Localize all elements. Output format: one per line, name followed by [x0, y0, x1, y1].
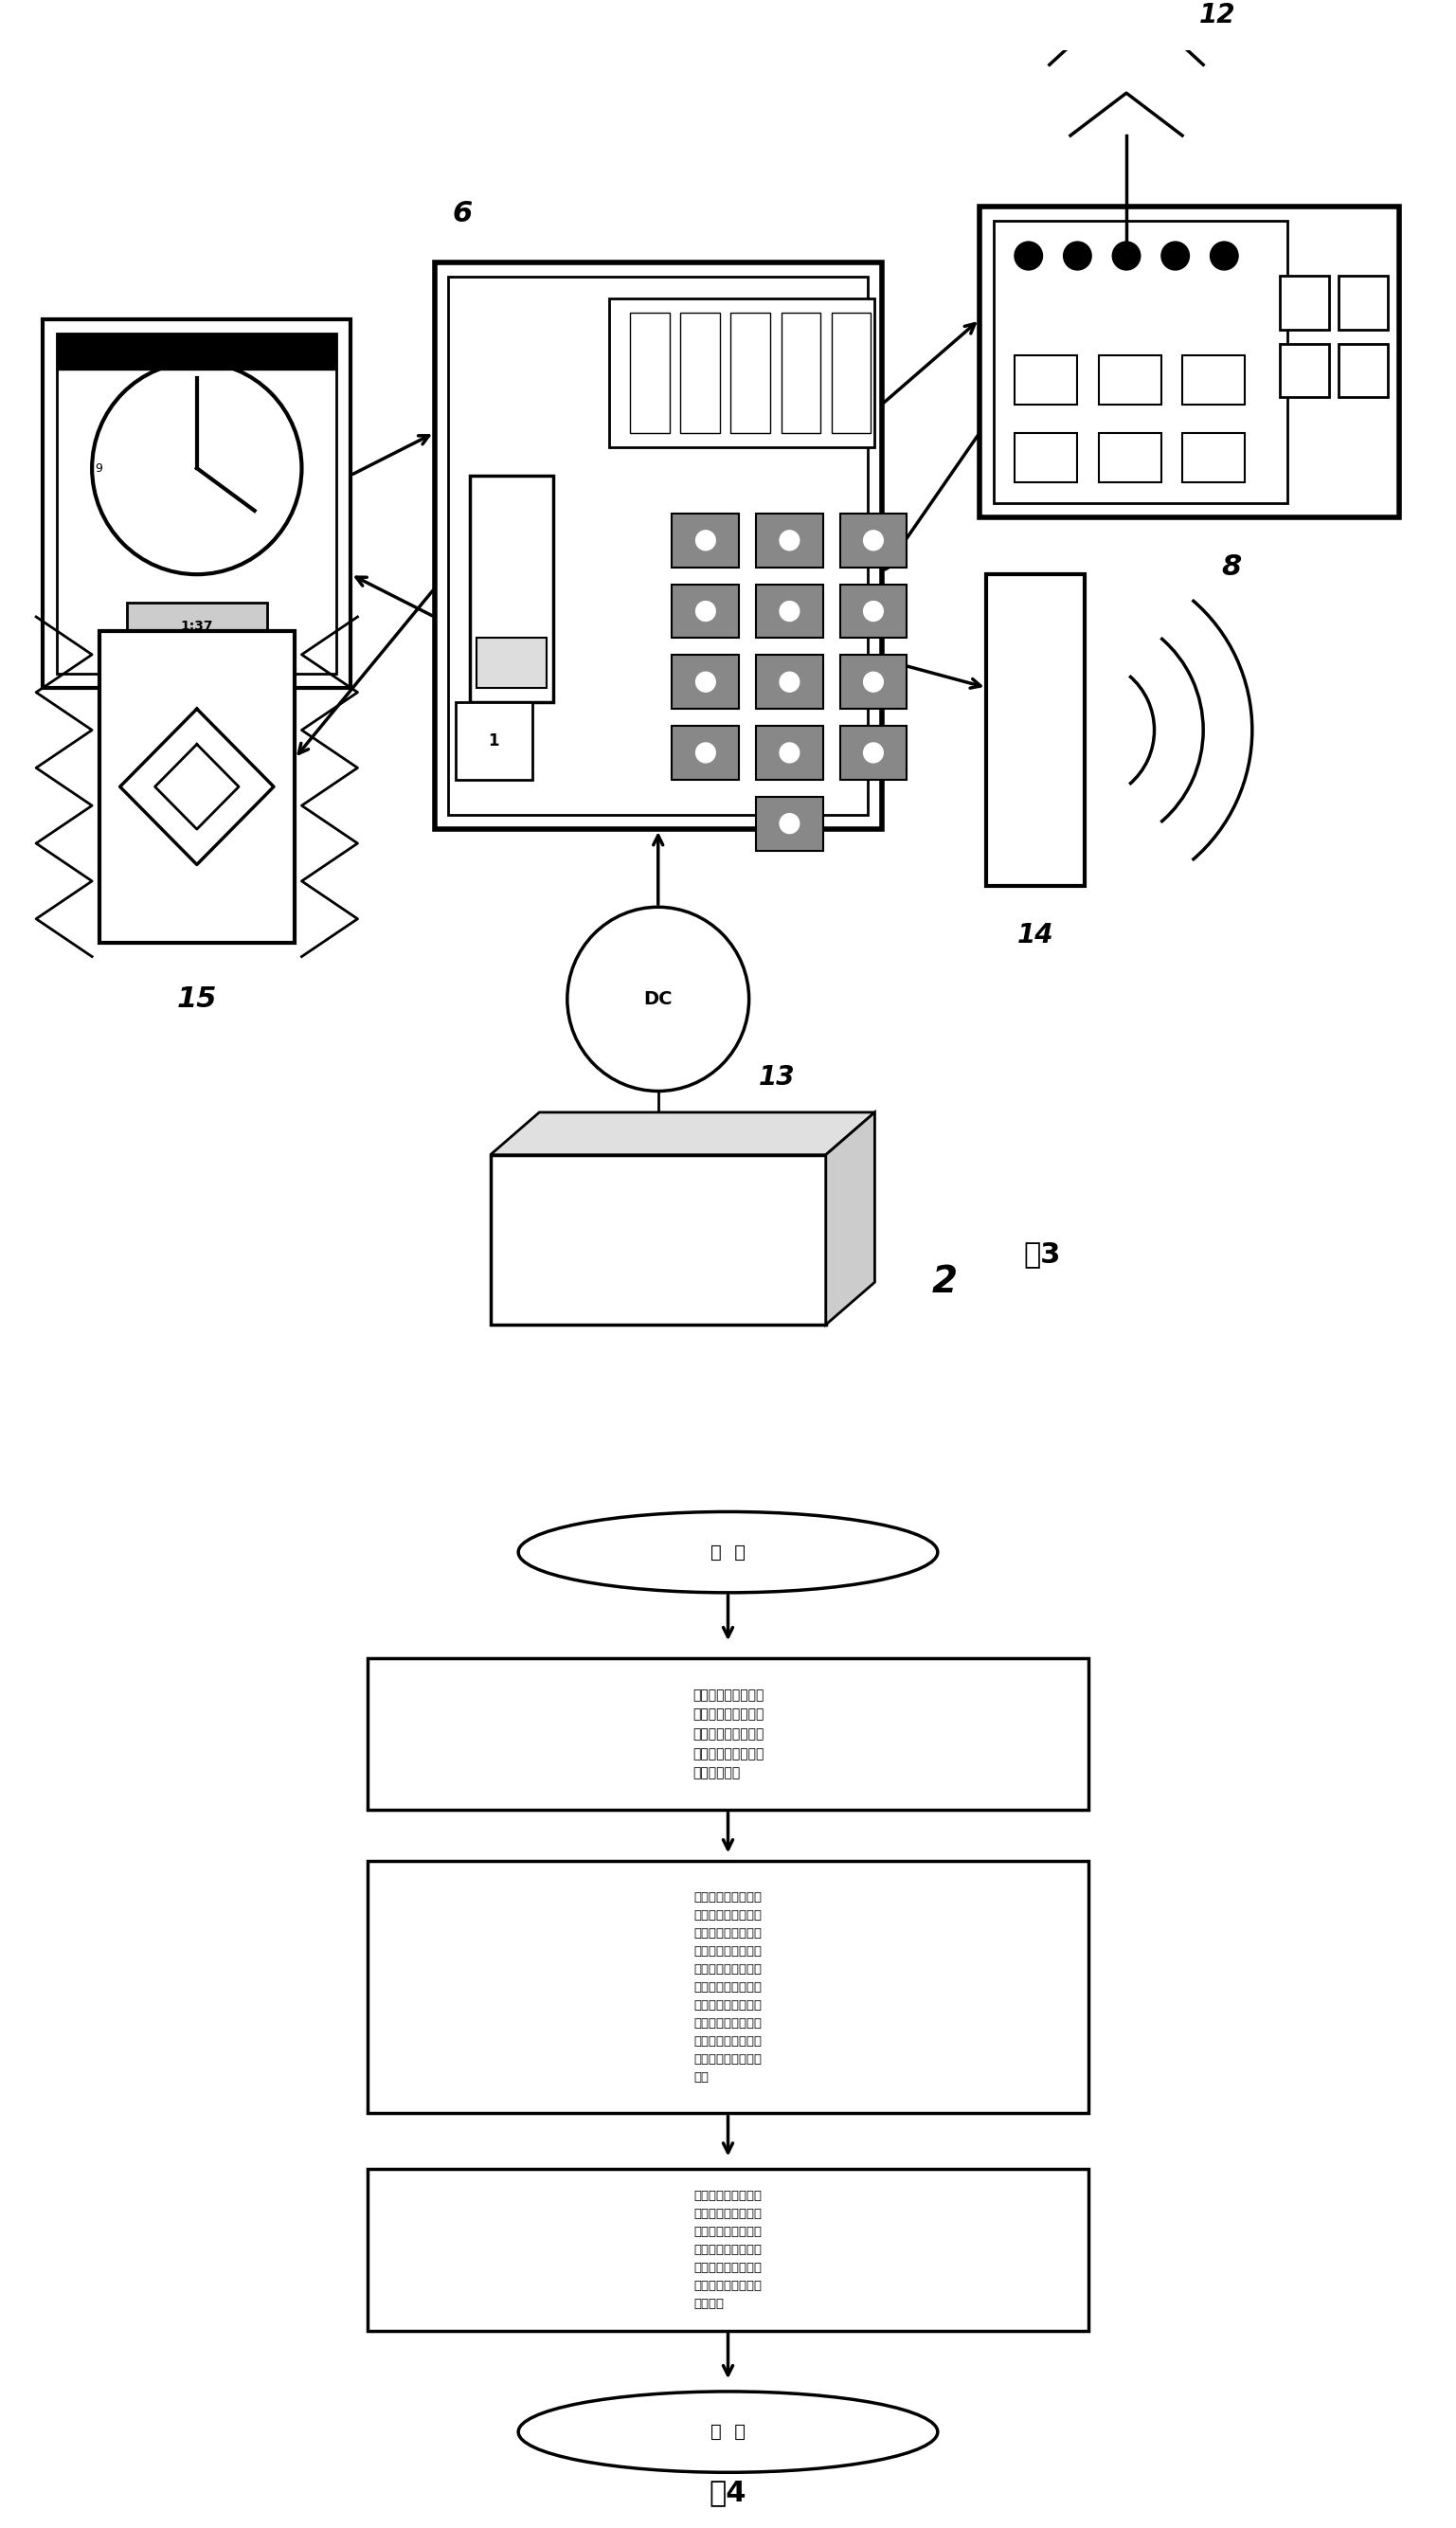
Bar — [1015, 432, 1077, 483]
Text: 开  始: 开 始 — [711, 1542, 745, 1562]
Text: 14: 14 — [1018, 923, 1054, 948]
Text: 图4: 图4 — [709, 2480, 747, 2505]
Bar — [780, 313, 820, 432]
Circle shape — [1210, 243, 1238, 270]
Bar — [368, 1658, 1089, 1810]
Circle shape — [780, 743, 799, 763]
Text: 1:37: 1:37 — [181, 619, 213, 635]
Text: 从机将目无线信息传
送定置并来自主机的
回复信息，从机将可
以完成交通协助工作
，主机对实需要重置
参数基本格比信息告
知盲人。: 从机将目无线信息传 送定置并来自主机的 回复信息，从机将可 以完成交通协助工作 … — [695, 2189, 761, 2311]
Circle shape — [696, 672, 715, 693]
Text: 主机接受到从机发送
来的信息，并处理判
断，是否有行人通过
路口，是否有人横行
无人交通对行进判断
值，由此判断实际进
行状况：到据发送行
人是否合理之交通拦
: 主机接受到从机发送 来的信息，并处理判 断，是否有行人通过 路口，是否有人横行 … — [695, 1891, 761, 2083]
Text: 9: 9 — [95, 463, 103, 475]
Text: 8: 8 — [1222, 554, 1242, 581]
Circle shape — [863, 672, 884, 693]
Bar — [99, 632, 294, 943]
Bar — [987, 574, 1085, 885]
Bar — [993, 220, 1287, 503]
Text: 2: 2 — [932, 1264, 958, 1299]
Bar — [980, 207, 1399, 518]
Text: 11: 11 — [188, 344, 207, 356]
Circle shape — [696, 531, 715, 551]
Bar — [840, 513, 907, 566]
Circle shape — [780, 814, 799, 834]
Polygon shape — [491, 1112, 875, 1155]
Text: 15: 15 — [176, 986, 217, 1014]
Bar — [57, 334, 336, 672]
Bar — [44, 319, 351, 688]
Bar — [1098, 432, 1162, 483]
Bar — [756, 584, 823, 637]
Circle shape — [863, 602, 884, 622]
Circle shape — [780, 531, 799, 551]
Bar — [491, 1155, 826, 1325]
Bar — [756, 513, 823, 566]
Bar — [1280, 344, 1329, 397]
Text: 从机收同电子钟发射
信号确认时刻行人横
马路，通过无线数传
模块将数据和通信信
息发给主机。: 从机收同电子钟发射 信号确认时刻行人横 马路，通过无线数传 模块将数据和通信信 … — [692, 1689, 764, 1780]
Text: 1: 1 — [488, 733, 499, 748]
Text: 12: 12 — [1198, 3, 1236, 28]
Circle shape — [696, 743, 715, 763]
Bar — [840, 726, 907, 779]
Text: 13: 13 — [759, 1064, 795, 1090]
Bar — [469, 475, 553, 703]
Bar — [368, 2169, 1089, 2331]
Bar — [1015, 354, 1077, 404]
Bar — [609, 298, 875, 447]
Bar — [756, 655, 823, 708]
Circle shape — [863, 743, 884, 763]
Bar — [673, 726, 740, 779]
Bar — [1182, 354, 1245, 404]
Bar — [1340, 276, 1388, 329]
Bar — [840, 584, 907, 637]
Polygon shape — [826, 1112, 875, 1325]
Bar — [673, 584, 740, 637]
Bar — [1098, 354, 1162, 404]
Circle shape — [1112, 243, 1140, 270]
Bar — [673, 655, 740, 708]
Bar — [1182, 432, 1245, 483]
Bar — [368, 1861, 1089, 2113]
Circle shape — [1015, 243, 1042, 270]
Bar — [756, 796, 823, 849]
Circle shape — [780, 602, 799, 622]
Bar — [434, 263, 882, 829]
Text: 7: 7 — [186, 723, 207, 751]
Bar — [476, 637, 546, 688]
Bar — [840, 655, 907, 708]
Bar — [456, 703, 533, 779]
Bar — [127, 602, 266, 652]
Text: 6: 6 — [453, 200, 473, 228]
Circle shape — [1063, 243, 1092, 270]
Circle shape — [863, 531, 884, 551]
Bar — [57, 334, 336, 369]
Bar — [680, 313, 719, 432]
Bar — [630, 313, 670, 432]
Circle shape — [696, 602, 715, 622]
Text: 结  束: 结 束 — [711, 2422, 745, 2442]
Circle shape — [780, 672, 799, 693]
Bar — [756, 726, 823, 779]
Text: 图3: 图3 — [1024, 1241, 1061, 1267]
Bar — [448, 278, 868, 814]
Text: DC: DC — [644, 991, 673, 1009]
Bar — [831, 313, 871, 432]
Circle shape — [1162, 243, 1190, 270]
Bar — [1280, 276, 1329, 329]
Bar — [1340, 344, 1388, 397]
Bar — [673, 513, 740, 566]
Bar — [731, 313, 770, 432]
